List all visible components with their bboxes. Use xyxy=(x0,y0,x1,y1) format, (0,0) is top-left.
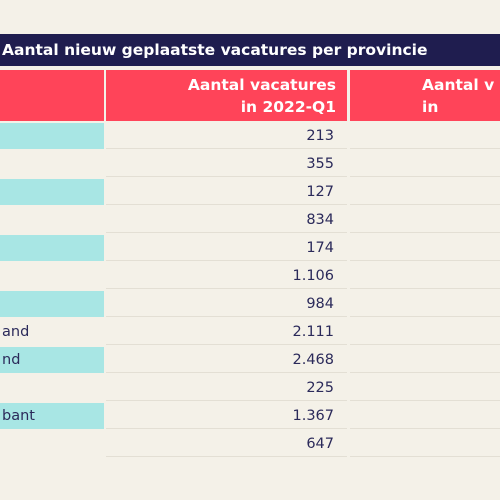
province-name-cell xyxy=(0,235,104,261)
vacancies-value-cell: 1.106 xyxy=(106,263,347,289)
table-row: 834 xyxy=(0,207,500,233)
header-line: in 2022-Q1 xyxy=(240,98,336,116)
header-province xyxy=(0,70,104,121)
vacancies-value-cell: 647 xyxy=(106,431,347,457)
table-row: 1.106 xyxy=(0,263,500,289)
table-row: and 2.111 xyxy=(0,319,500,345)
vacancies-value-cell: 174 xyxy=(106,235,347,261)
table-row: 213 xyxy=(0,123,500,149)
vacancies-value-cell: 2.111 xyxy=(106,319,347,345)
header-vacancies-2022-q1: Aantal vacatures in 2022-Q1 xyxy=(106,70,347,121)
header-line: in xyxy=(422,98,439,116)
header-vacancies-next: Aantal v in xyxy=(350,70,500,121)
vacancies-next-cell xyxy=(350,123,500,149)
vacancies-value-cell: 355 xyxy=(106,151,347,177)
table-header-row: Aantal vacatures in 2022-Q1 Aantal v in xyxy=(0,70,500,121)
table-row: nd 2.468 xyxy=(0,347,500,373)
province-name-cell xyxy=(0,291,104,317)
province-name-cell xyxy=(0,179,104,205)
vacancies-next-cell xyxy=(350,319,500,345)
table-title: Aantal nieuw geplaatste vacatures per pr… xyxy=(0,34,500,66)
vacancies-value-cell: 2.468 xyxy=(106,347,347,373)
table-row: 225 xyxy=(0,375,500,401)
vacancies-value-cell: 1.367 xyxy=(106,403,347,429)
province-name-cell: and xyxy=(2,324,30,340)
province-name-cell xyxy=(0,263,104,289)
province-name-cell xyxy=(0,375,104,401)
vacancies-next-cell xyxy=(350,263,500,289)
table-row: bant 1.367 xyxy=(0,403,500,429)
header-line: Aantal v xyxy=(422,76,495,94)
vacancies-next-cell xyxy=(350,179,500,205)
vacancies-next-cell xyxy=(350,207,500,233)
vacancies-value-cell: 127 xyxy=(106,179,347,205)
province-name-cell xyxy=(0,151,104,177)
vacancies-value-cell: 984 xyxy=(106,291,347,317)
province-name-cell: bant xyxy=(0,403,104,429)
table-row: 174 xyxy=(0,235,500,261)
table-row: 127 xyxy=(0,179,500,205)
province-name-cell xyxy=(0,123,104,149)
table-row: 984 xyxy=(0,291,500,317)
vacancies-value-cell: 213 xyxy=(106,123,347,149)
header-line: Aantal vacatures xyxy=(187,76,336,94)
vacancies-next-cell xyxy=(350,151,500,177)
vacancies-next-cell xyxy=(350,347,500,373)
table-body: 213 355 127 834 174 1.106 984 and 2.111 nd 2.468 22… xyxy=(0,123,500,459)
vacancies-next-cell xyxy=(350,291,500,317)
vacancies-next-cell xyxy=(350,403,500,429)
table-row: 647 xyxy=(0,431,500,457)
vacancies-value-cell: 834 xyxy=(106,207,347,233)
province-name-cell xyxy=(0,207,104,233)
province-name-cell xyxy=(0,431,104,457)
province-name-cell: nd xyxy=(0,347,104,373)
table-row: 355 xyxy=(0,151,500,177)
vacancies-value-cell: 225 xyxy=(106,375,347,401)
vacancies-next-cell xyxy=(350,235,500,261)
vacancies-next-cell xyxy=(350,375,500,401)
vacancies-next-cell xyxy=(350,431,500,457)
